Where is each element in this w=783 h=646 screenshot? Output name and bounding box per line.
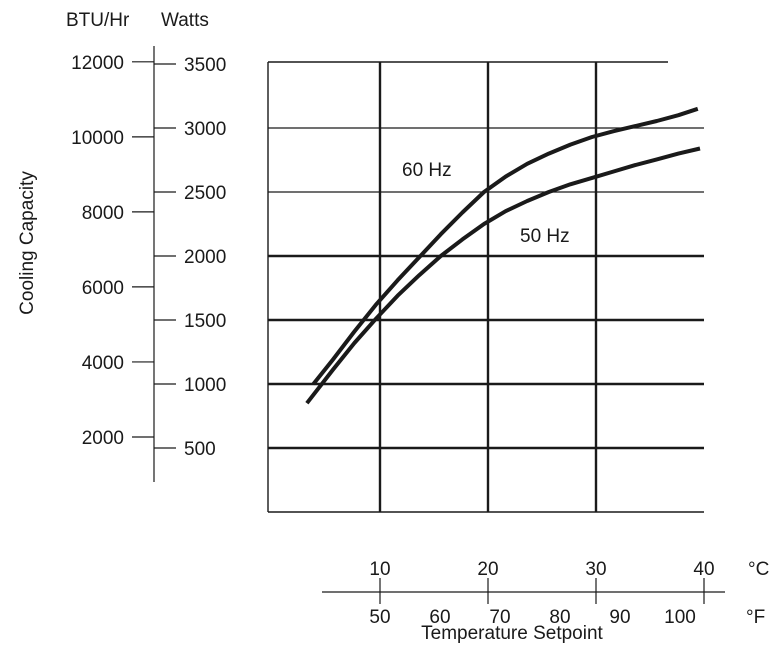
plot-frame (267, 61, 704, 513)
fahrenheit-tick-label-50: 50 (369, 607, 390, 628)
fahrenheit-tick-label-80: 80 (549, 607, 570, 628)
series-line-50hz (305, 146, 701, 405)
watts-tick-label-3500: 3500 (184, 55, 226, 76)
watts-tick-label-2500: 2500 (184, 183, 226, 204)
x-axis-title: Temperature Setpoint (421, 623, 603, 644)
btu-tick-label-2000: 2000 (82, 428, 124, 449)
btu-tick-label-4000: 4000 (82, 353, 124, 374)
celsius-tick-label-20: 20 (477, 559, 498, 580)
x-unit-celsius: °C (748, 559, 769, 580)
series-lines (305, 106, 701, 405)
watts-tick-label-1500: 1500 (184, 311, 226, 332)
y-unit-btu: BTU/Hr (66, 10, 130, 31)
grid (268, 62, 704, 512)
watts-tick-label-2000: 2000 (184, 247, 226, 268)
btu-tick-label-10000: 10000 (71, 128, 124, 149)
fahrenheit-tick-label-90: 90 (609, 607, 630, 628)
y-axis-title: Cooling Capacity (17, 171, 38, 315)
celsius-tick-label-40: 40 (693, 559, 714, 580)
btu-tick-label-12000: 12000 (71, 53, 124, 74)
celsius-tick-label-10: 10 (369, 559, 390, 580)
y-unit-watts: Watts (161, 10, 209, 31)
series-label-50hz: 50 Hz (520, 226, 570, 247)
x-unit-fahrenheit: °F (746, 607, 765, 628)
celsius-tick-label-30: 30 (585, 559, 606, 580)
x-axes: 10 20 30 40 50 60 70 80 90 100 (322, 559, 725, 628)
btu-tick-label-8000: 8000 (82, 203, 124, 224)
watts-tick-label-3000: 3000 (184, 119, 226, 140)
fahrenheit-tick-label-100: 100 (664, 607, 696, 628)
watts-tick-label-1000: 1000 (184, 375, 226, 396)
fahrenheit-tick-label-70: 70 (489, 607, 510, 628)
series-line-60hz (311, 106, 699, 386)
series-label-60hz: 60 Hz (402, 160, 452, 181)
y-axes: 12000 10000 8000 6000 4000 2000 3500 3000 2500 20… (71, 46, 226, 482)
btu-tick-label-6000: 6000 (82, 278, 124, 299)
fahrenheit-tick-label-60: 60 (429, 607, 450, 628)
watts-tick-label-500: 500 (184, 439, 216, 460)
